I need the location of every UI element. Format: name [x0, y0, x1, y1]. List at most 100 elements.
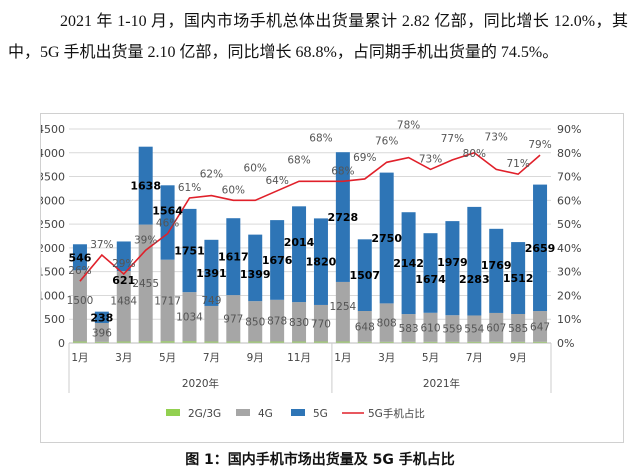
bar-5g	[467, 206, 482, 316]
data-label-4g: 607	[486, 322, 506, 334]
data-label-4g: 1500	[67, 295, 94, 307]
x-tick-label: 11月	[287, 352, 311, 364]
data-label-share: 39%	[134, 234, 157, 246]
bar-4g	[116, 271, 131, 342]
y-left-tick-label: 4500	[41, 123, 65, 136]
legend-swatch	[236, 409, 250, 416]
data-label-share: 60%	[222, 184, 245, 196]
x-tick-label: 5月	[159, 352, 176, 364]
legend-label: 2G/3G	[188, 408, 221, 420]
x-tick-label: 5月	[422, 352, 439, 364]
x-tick-label: 3月	[115, 352, 132, 364]
bar-2g3g	[313, 341, 328, 343]
data-label-share: 77%	[441, 133, 464, 145]
chart-container: 0500100015002000250030003500400045000%10…	[37, 113, 624, 443]
data-label-5g: 1564	[152, 204, 183, 217]
data-label-4g: 808	[377, 318, 397, 330]
bar-2g3g	[116, 341, 131, 343]
data-label-4g: 878	[267, 316, 287, 328]
data-label-5g: 2750	[371, 232, 402, 245]
bar-2g3g	[533, 341, 548, 343]
data-label-5g: 621	[112, 274, 135, 287]
data-label-4g: 1034	[176, 312, 203, 324]
x-tick-label: 9月	[247, 352, 264, 364]
bar-4g	[292, 302, 307, 342]
y-left-tick-label: 1000	[41, 289, 65, 302]
bar-2g3g	[72, 341, 87, 343]
data-label-4g: 648	[355, 321, 375, 333]
x-tick-label: 1月	[334, 352, 351, 364]
bar-4g	[533, 311, 548, 342]
bar-4g	[401, 314, 416, 342]
bar-4g	[335, 281, 350, 342]
data-label-share: 69%	[353, 152, 376, 164]
data-label-5g: 2659	[525, 242, 556, 255]
bar-2g3g	[270, 341, 285, 343]
x-tick-label: 3月	[378, 352, 395, 364]
data-label-4g: 770	[311, 318, 331, 330]
bar-4g	[270, 299, 285, 342]
bar-5g	[94, 311, 109, 323]
bar-4g	[489, 312, 504, 342]
y-right-tick-label: 40%	[557, 242, 581, 255]
data-label-5g: 2142	[393, 257, 424, 270]
data-label-5g: 1751	[174, 245, 205, 258]
bar-5g	[533, 184, 548, 312]
data-label-5g: 2283	[459, 273, 490, 286]
data-label-4g: 396	[92, 327, 112, 339]
data-label-share: 68%	[309, 132, 332, 144]
bar-4g	[467, 315, 482, 342]
data-label-5g: 1512	[503, 272, 534, 285]
data-label-share: 60%	[244, 162, 267, 174]
bar-5g	[401, 212, 416, 315]
data-label-4g: 1254	[329, 301, 356, 313]
y-right-tick-label: 80%	[557, 147, 581, 160]
y-left-tick-label: 500	[44, 313, 65, 326]
x-tick-label: 7月	[203, 352, 220, 364]
data-label-4g: 1484	[110, 295, 137, 307]
bar-5g	[72, 244, 87, 271]
bar-2g3g	[467, 341, 482, 343]
data-label-5g: 1617	[218, 251, 249, 264]
bar-2g3g	[248, 341, 263, 343]
y-right-tick-label: 10%	[557, 313, 581, 326]
bar-5g	[226, 218, 241, 296]
bar-5g	[379, 172, 394, 304]
y-right-tick-label: 60%	[557, 194, 581, 207]
bar-5g	[182, 208, 197, 293]
y-left-tick-label: 4000	[41, 147, 65, 160]
data-label-5g: 1507	[349, 269, 380, 282]
bar-4g	[357, 310, 372, 342]
data-label-share: 73%	[485, 131, 508, 143]
data-label-4g: 1717	[154, 296, 181, 308]
bar-2g3g	[182, 341, 197, 343]
data-label-4g: 647	[530, 321, 550, 333]
intro-paragraph: 2021 年 1-10 月，国内市场手机总体出货量累计 2.82 亿部，同比增长…	[8, 13, 628, 61]
data-label-5g: 1979	[437, 256, 468, 269]
bar-5g	[248, 234, 263, 302]
data-label-share: 76%	[375, 135, 398, 147]
data-label-4g: 559	[442, 324, 462, 336]
data-label-5g: 1769	[481, 259, 512, 272]
data-label-share: 37%	[90, 239, 113, 251]
y-left-tick-label: 3000	[41, 194, 65, 207]
bar-2g3g	[292, 341, 307, 343]
bar-4g	[445, 315, 460, 342]
bar-5g	[445, 221, 460, 316]
bar-2g3g	[511, 341, 526, 343]
bar-2g3g	[489, 341, 504, 343]
bar-2g3g	[204, 341, 219, 343]
legend-swatch	[291, 409, 305, 416]
x-tick-label: 9月	[510, 352, 527, 364]
data-label-4g: 2455	[132, 278, 159, 290]
legend-label: 5G手机占比	[368, 407, 425, 420]
y-left-tick-label: 0	[58, 337, 65, 350]
line-5g-share	[79, 151, 541, 282]
bar-4g	[379, 303, 394, 342]
bar-2g3g	[445, 341, 460, 343]
data-label-5g: 1391	[196, 267, 227, 280]
bar-5g	[270, 220, 285, 300]
bar-4g	[182, 292, 197, 342]
y-right-tick-label: 30%	[557, 266, 581, 279]
bar-2g3g	[357, 341, 372, 343]
